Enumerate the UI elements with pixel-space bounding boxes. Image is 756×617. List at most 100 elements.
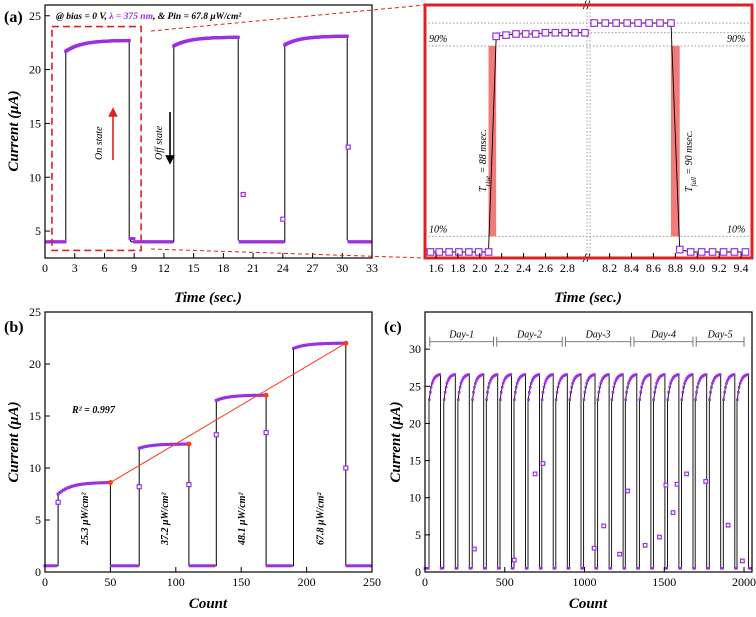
off-state-marker	[350, 564, 354, 568]
on-state-marker	[614, 379, 618, 382]
on-state-marker	[58, 491, 62, 494]
on-state-marker	[63, 487, 67, 491]
panel-b-x-axis-title: Count	[189, 596, 228, 612]
off-state-marker	[427, 567, 430, 570]
on-state-marker	[222, 396, 226, 400]
rise-marker	[531, 30, 540, 38]
on-state-marker	[225, 395, 229, 399]
on-state-marker	[746, 373, 750, 376]
y-tick-label: 5	[35, 513, 41, 527]
on-state-marker	[613, 382, 617, 385]
transition-marker	[670, 510, 676, 515]
x-tick-label: 9.4	[734, 261, 749, 275]
on-state-marker	[154, 443, 158, 447]
on-state-marker	[429, 385, 433, 389]
transition-marker	[532, 471, 538, 477]
day-label-5: Day-5	[707, 330, 733, 341]
on-state-marker	[326, 342, 330, 345]
on-state-marker	[695, 391, 698, 394]
on-state-marker	[330, 341, 334, 345]
on-state-marker	[698, 379, 701, 382]
transition-marker	[280, 216, 286, 222]
on-state-marker	[544, 379, 548, 382]
fall-marker	[656, 19, 664, 27]
on-state-marker	[666, 398, 670, 401]
on-state-marker	[146, 444, 150, 448]
off-state-marker	[369, 240, 373, 244]
on-state-marker	[93, 481, 97, 485]
off-state-marker	[286, 564, 290, 568]
on-state-marker	[668, 385, 671, 389]
on-state-marker	[648, 373, 652, 376]
on-state-marker	[253, 393, 257, 397]
on-state-marker	[489, 379, 492, 382]
on-state-marker	[737, 391, 740, 394]
on-state-marker	[558, 379, 562, 382]
off-state-marker	[199, 564, 203, 568]
fit-point	[186, 441, 192, 447]
current-trace	[425, 373, 752, 569]
y-tick-label: 0	[35, 565, 41, 579]
off-state-marker	[212, 564, 216, 568]
x-tick-label: 18	[217, 261, 229, 275]
transition-marker	[136, 484, 142, 490]
on-state-marker	[306, 343, 310, 347]
on-state-marker	[312, 342, 316, 346]
fit-point	[343, 340, 349, 346]
on-state-marker	[474, 382, 477, 385]
on-state-marker	[157, 443, 161, 447]
off-state-marker	[366, 564, 370, 568]
off-state-marker	[48, 564, 52, 568]
on-state-marker	[332, 341, 336, 345]
on-state-marker	[458, 385, 462, 389]
on-state-marker	[710, 385, 713, 389]
on-state-marker	[691, 373, 694, 376]
zoom-connector-bottom	[150, 248, 426, 259]
y-tick-label: 0	[415, 565, 421, 579]
panel-a-conditions: @ bias = 0 V, λ = 375 nm, & Pin = 67.8 μ…	[56, 12, 242, 22]
transition-marker	[703, 479, 709, 484]
on-state-marker	[653, 391, 656, 394]
on-state-marker	[242, 394, 246, 398]
off-state-marker	[637, 567, 640, 570]
on-state-marker	[723, 391, 726, 394]
off-state-marker	[131, 564, 135, 568]
on-state-marker	[471, 398, 474, 401]
off-state-marker	[498, 567, 501, 570]
on-state-marker	[570, 385, 574, 389]
off-state-marker	[567, 567, 571, 570]
on-state-marker	[527, 398, 530, 401]
on-state-marker	[607, 373, 610, 376]
on-state-marker	[85, 482, 89, 486]
on-state-marker	[145, 444, 148, 448]
pct10-label-left: 10%	[429, 224, 447, 235]
on-state-marker	[684, 379, 687, 382]
fall-marker	[601, 19, 610, 27]
intensity-label-1: 37.2 μW/cm²	[160, 492, 171, 546]
rise-marker	[474, 248, 483, 256]
transition-marker	[591, 545, 597, 551]
on-state-marker	[652, 398, 655, 401]
transition-marker	[240, 191, 246, 198]
x-tick-label: 9.0	[690, 261, 705, 275]
off-state-marker	[356, 564, 360, 568]
on-state-marker	[501, 382, 505, 385]
on-state-marker	[172, 442, 176, 446]
rise-marker	[465, 248, 473, 256]
off-state-marker	[112, 564, 116, 568]
transition-marker	[625, 488, 630, 494]
fall-time-label: Tfall = 90 msec.	[684, 130, 698, 192]
on-state-marker	[246, 394, 249, 397]
off-state-marker	[118, 564, 122, 568]
on-state-marker	[656, 379, 659, 382]
transition-marker	[739, 558, 745, 564]
x-tick-label: 9.2	[712, 261, 727, 275]
panel-c-label: (c)	[384, 319, 402, 336]
on-state-marker	[308, 343, 312, 347]
on-state-marker	[487, 385, 490, 389]
on-state-marker	[127, 38, 131, 43]
x-tick-label: 24	[277, 261, 289, 275]
pct90-label-left: 90%	[429, 34, 447, 45]
off-state-marker	[123, 564, 127, 568]
off-state-marker	[679, 567, 682, 570]
